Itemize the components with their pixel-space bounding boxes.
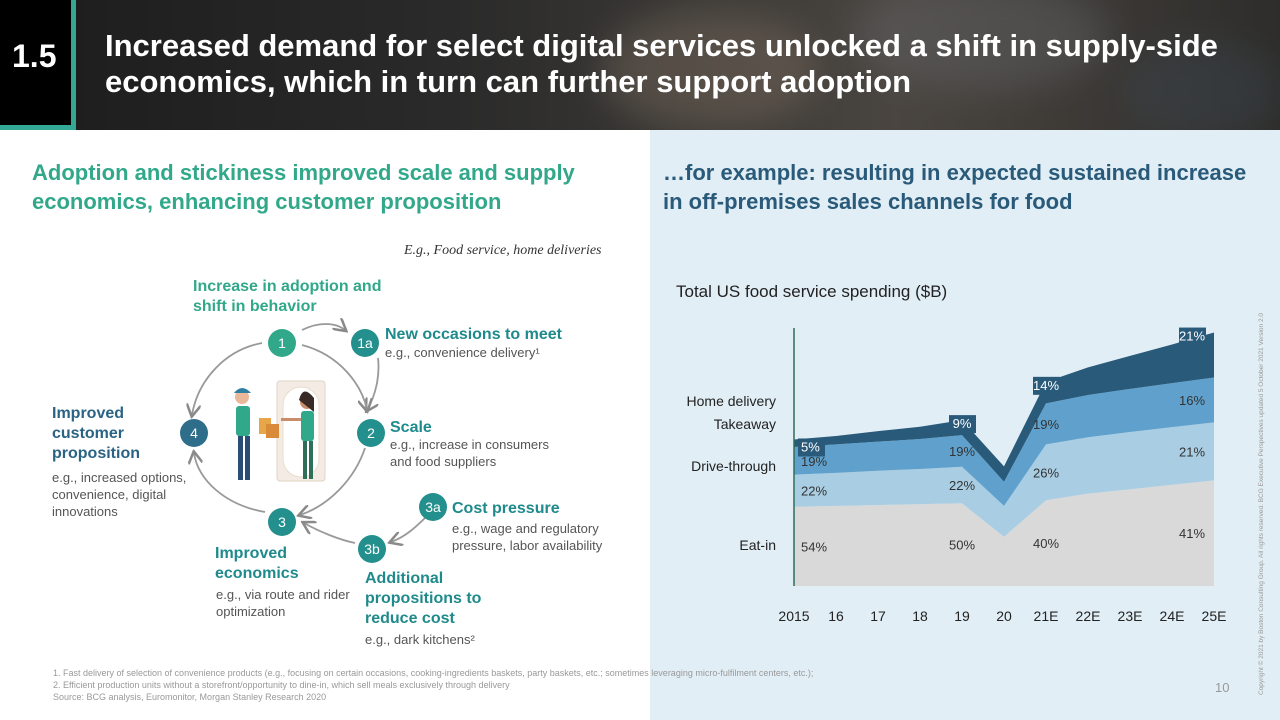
customer-proposition-subtitle: e.g., increased options, convenience, di… [52,470,187,519]
adoption-title: Increase in adoption and shift in behavi… [193,278,382,315]
data-label: 19% [949,444,975,459]
page-title: Increased demand for select digital serv… [105,28,1218,99]
node-3a: 3a [419,493,447,521]
series-name-home-delivery: Home delivery [687,393,776,409]
data-label-bg [1033,376,1060,395]
arrow-1-to-2 [301,344,367,410]
data-label: 50% [949,538,975,553]
data-label: 21% [1179,444,1205,459]
node-1a: 1a [351,329,379,357]
data-label-bg [798,438,825,457]
x-tick-label: 22E [1076,608,1101,624]
arrow-1a-to-2 [367,357,380,410]
x-tick-label: 21E [1034,608,1059,624]
series-name-eat-in: Eat-in [739,537,776,553]
additional-propositions-title: Additional propositions to reduce cost [365,570,482,627]
area-drive-through [794,422,1214,537]
source-note: Source: BCG analysis, Euromonitor, Morga… [53,692,327,702]
x-tick-label: 17 [870,608,886,624]
arrow-3b-to-3 [304,523,356,544]
scale-title: Scale [390,419,432,436]
arrow-3a-to-3b [391,514,429,542]
economics-subtitle: e.g., via route and rider optimization [216,587,350,619]
node-3: 3 [268,508,296,536]
scale-subtitle: e.g., increase in consumers and food sup… [390,437,549,469]
cost-pressure-subtitle: e.g., wage and regulatory pressure, labo… [452,521,603,553]
economics-title: Improved economics [215,545,299,582]
delivery-illustration [234,380,326,482]
x-tick-label: 2015 [778,608,809,624]
data-label: 41% [1179,526,1205,541]
occasions-subtitle: e.g., convenience delivery¹ [385,345,540,360]
x-tick-label: 24E [1160,608,1185,624]
arrow-3-to-4 [194,453,266,513]
node-3b: 3b [358,535,386,563]
copyright-note: Copyright © 2021 by Boston Consulting Gr… [1258,313,1265,695]
data-label: 5% [801,439,820,454]
series-name-takeaway: Takeaway [714,416,776,432]
data-label: 54% [801,539,827,554]
node-2: 2 [357,419,385,447]
x-tick-label: 25E [1202,608,1227,624]
data-label: 40% [1033,536,1059,551]
data-label: 9% [953,416,972,431]
arrow-2-to-3 [300,447,366,515]
x-tick-label: 23E [1118,608,1143,624]
header-banner [0,0,1280,130]
left-heading: Adoption and stickiness improved scale a… [32,160,575,214]
data-label: 14% [1033,378,1059,393]
example-note: E.g., Food service, home deliveries [404,243,602,258]
section-number: 1.5 [12,38,57,74]
footnotes: 1. Fast delivery of selection of conveni… [53,667,813,703]
data-label: 19% [1033,417,1059,432]
arrow-1-to-1a [301,324,345,330]
stacked-area-chart: 2015 16 17 18 19 20 21E 22E 23E 24E 25E Eat-in Drive… [687,327,1227,624]
chart-title: Total US food service spending ($B) [676,282,948,301]
area-eat-in [794,480,1214,586]
node-1: 1 [268,329,296,357]
cycle-diagram [0,0,429,720]
data-label-bg [1179,327,1206,346]
additional-propositions-subtitle: e.g., dark kitchens² [365,632,475,647]
x-tick-label: 18 [912,608,928,624]
x-tick-label: 19 [954,608,970,624]
x-tick-label: 20 [996,608,1012,624]
data-label: 22% [801,484,827,499]
arrow-1-to-4 [192,342,263,415]
data-label-bg [949,415,976,434]
footnote-2: 2. Efficient production units without a … [53,680,510,690]
data-label: 21% [1179,329,1205,344]
series-name-drive-through: Drive-through [691,458,776,474]
data-label: 22% [949,478,975,493]
area-takeaway [794,377,1214,506]
page-number: 10 [1215,680,1230,695]
section-number-box [0,0,76,130]
right-heading: …for example: resulting in expected sust… [663,160,1247,214]
x-tick-label: 16 [828,608,844,624]
node-4: 4 [180,419,208,447]
footnote-1: 1. Fast delivery of selection of conveni… [53,668,814,678]
data-label: 26% [1033,465,1059,480]
customer-proposition-title: Improved customer proposition [52,405,140,462]
occasions-title: New occasions to meet [385,326,562,343]
area-home-delivery [794,332,1214,482]
cost-pressure-title: Cost pressure [452,500,560,517]
data-label: 19% [801,454,827,469]
data-label: 16% [1179,393,1205,408]
